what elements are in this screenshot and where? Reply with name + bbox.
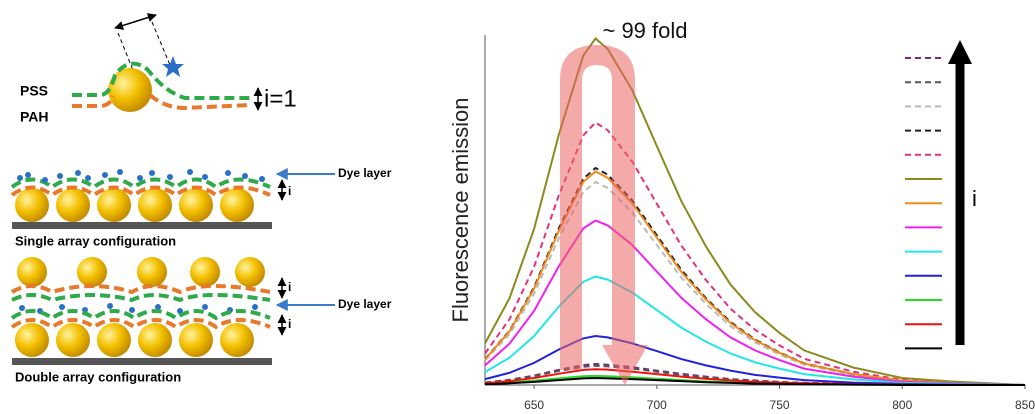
pah-label: PAH: [20, 109, 49, 125]
series-line: [484, 275, 1026, 386]
i-label: i: [288, 184, 291, 198]
i-label: i: [288, 317, 291, 331]
x-tick-label: 750: [770, 398, 790, 412]
i-label: i: [288, 280, 291, 294]
fold-arrow: [560, 45, 648, 385]
series-line: [484, 376, 1025, 386]
arrow-shape: [560, 45, 648, 385]
schematic: PSS PAH i=1 i Dye layer Single array con…: [10, 13, 392, 384]
chart: Fluorescence emission ~ 99 fold i 650 700…: [448, 18, 1035, 412]
x-tick-label: 650: [524, 398, 544, 412]
series-line: [484, 37, 1026, 386]
series-line: [484, 334, 1026, 386]
i-label: i=1: [264, 85, 297, 112]
dye-label: Dye layer: [338, 297, 392, 311]
legend-label: i: [972, 186, 977, 211]
x-tick-label: 700: [647, 398, 667, 412]
caption: Double array configuration: [15, 369, 181, 384]
series-line: [484, 170, 1026, 386]
dye-label: Dye layer: [338, 166, 392, 180]
caption: Single array configuration: [15, 233, 176, 248]
series-line: [484, 219, 1026, 386]
x-tick-label: 800: [892, 398, 912, 412]
series-line: [484, 121, 1026, 386]
pss-label: PSS: [20, 83, 48, 99]
x-tick-label: 850: [1015, 398, 1035, 412]
annotation: ~ 99 fold: [602, 18, 687, 43]
y-axis-label: Fluorescence emission: [448, 98, 473, 323]
